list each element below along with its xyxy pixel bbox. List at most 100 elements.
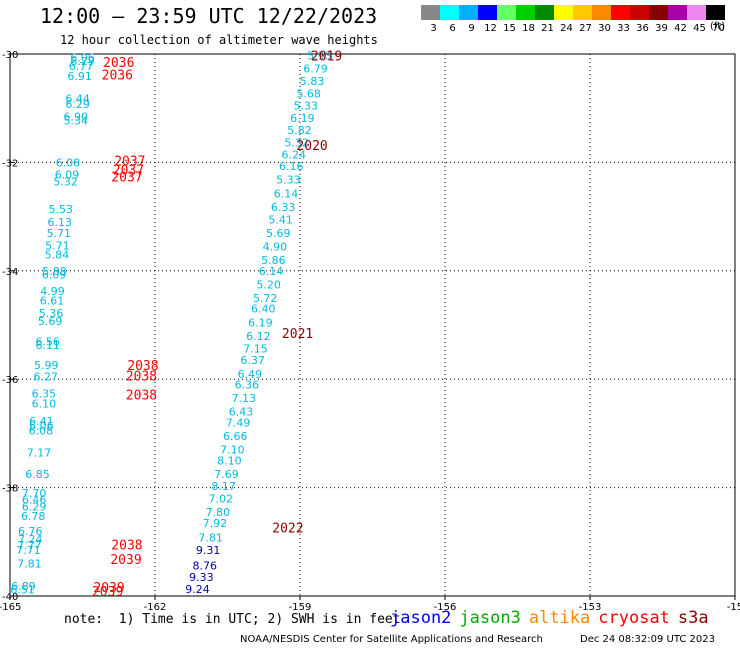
pass-time-label: 2038 (127, 359, 158, 374)
wave-height-point: 6.49 (237, 368, 262, 381)
pass-time-label: 2020 (296, 139, 327, 154)
wave-height-point: 5.33 (276, 174, 301, 187)
wave-height-point: 6.11 (35, 339, 60, 352)
colorbar-swatch (649, 5, 668, 20)
pass-time-label: 2039 (110, 553, 141, 568)
wave-height-point: 6.14 (259, 265, 284, 278)
wave-height-point: 9.31 (196, 544, 221, 557)
y-tick-label: -36 (2, 375, 18, 386)
wave-height-point: 7.71 (16, 544, 41, 557)
wave-height-point: 6.51 (10, 583, 35, 596)
wave-height-point: 6.06 (70, 51, 95, 64)
wave-height-point: 5.83 (300, 75, 325, 88)
wave-height-point: 5.53 (49, 203, 74, 216)
wave-height-point: 7.15 (243, 342, 268, 355)
colorbar-label: 70 (712, 23, 725, 34)
colorbar-swatch (535, 5, 554, 20)
pass-time-label: 2036 (103, 56, 134, 71)
wave-height-point: 5.32 (53, 175, 78, 188)
wave-height-point: 6.16 (279, 160, 304, 173)
y-tick-label: -40 (2, 592, 18, 603)
credit-text: NOAA/NESDIS Center for Satellite Applica… (240, 634, 543, 645)
chart-subtitle: 12 hour collection of altimeter wave hei… (60, 33, 378, 47)
x-tick-label: -15 (727, 602, 740, 610)
colorbar-swatch (592, 5, 611, 20)
pass-time-label: 2039 (93, 581, 124, 596)
wave-height-point: 7.02 (208, 492, 233, 505)
wave-height-point: 6.24 (281, 148, 306, 161)
colorbar-label: 33 (617, 23, 630, 34)
wave-height-point: 5.34 (63, 115, 88, 128)
colorbar-swatch (459, 5, 478, 20)
colorbar-label: 24 (560, 23, 573, 34)
colorbar-label: 21 (541, 23, 554, 34)
wave-height-point: 6.61 (40, 295, 65, 308)
wave-height-point: 5.36 (39, 307, 64, 320)
wave-height-point: 7.13 (232, 392, 257, 405)
wave-height-point: 7.17 (27, 446, 52, 459)
chart-title: 12:00 — 23:59 UTC 12/22/2023 (40, 4, 378, 28)
legend-item-s3a: s3a (677, 608, 709, 628)
wave-height-point: 4.90 (263, 240, 288, 253)
wave-height-point: 6.44 (65, 92, 90, 105)
x-tick-label: -162 (144, 602, 167, 610)
pass-time-label: 2021 (282, 327, 313, 342)
wave-height-point: 5.69 (266, 227, 291, 240)
wave-height-point: 5.93 (307, 50, 332, 63)
wave-height-point: 6.19 (290, 112, 315, 125)
x-tick-label: -156 (434, 602, 457, 610)
wave-height-point: 7.24 (18, 533, 43, 546)
wave-height-point: 6.27 (34, 370, 59, 383)
wave-height-point: 5.68 (296, 88, 321, 101)
colorbar-swatch (687, 5, 706, 20)
pass-time-label: 2038 (111, 539, 142, 554)
wave-height-point: 9.24 (185, 583, 210, 596)
y-tick-label: -30 (2, 50, 18, 61)
wave-height-point: 5.71 (47, 227, 72, 240)
credit-timestamp: Dec 24 08:32:09 UTC 2023 (580, 634, 715, 645)
wave-height-point: 6.46 (22, 494, 47, 507)
wave-height-point: 6.56 (35, 335, 60, 348)
wave-height-point: 5.71 (45, 239, 70, 252)
wave-height-point: 5.86 (261, 254, 286, 267)
pass-time-label: 2037 (114, 154, 145, 169)
wave-height-point: 4.99 (40, 285, 65, 298)
wave-height-point: 6.66 (223, 430, 248, 443)
pass-time-label: 2037 (113, 164, 144, 179)
colorbar-unit: (ft) (710, 21, 726, 32)
pass-time-label: 2038 (126, 369, 157, 384)
pass-time-label: 2022 (272, 521, 303, 536)
wave-height-point: 8.76 (193, 560, 218, 573)
wave-height-point: 6.79 (303, 63, 328, 76)
wave-height-point: 6.89 (11, 580, 36, 593)
wave-height-point: 6.06 (29, 419, 54, 432)
colorbar-label: 6 (449, 23, 455, 34)
wave-height-point: 6.29 (70, 55, 95, 68)
legend-item-altika: altika (528, 608, 591, 628)
wave-height-point: 7.69 (214, 468, 239, 481)
colorbar-swatch (668, 5, 687, 20)
colorbar-swatch (630, 5, 649, 20)
wave-height-point: 6.90 (63, 110, 88, 123)
colorbar-label: 39 (655, 23, 668, 34)
wave-height-point: 6.09 (42, 269, 67, 282)
wave-height-point: 6.29 (65, 98, 90, 111)
colorbar-swatch (573, 5, 592, 20)
pass-time-label: 2039 (92, 585, 123, 600)
wave-height-point: 6.14 (274, 187, 299, 200)
wave-height-point: 6.76 (18, 525, 43, 538)
wave-height-point: 7.81 (17, 557, 42, 570)
wave-height-point: 6.40 (251, 303, 276, 316)
wave-height-point: 7.49 (226, 417, 251, 430)
x-tick-label: -165 (0, 602, 21, 610)
colorbar-label: 45 (693, 23, 706, 34)
colorbar-label: 42 (674, 23, 687, 34)
pass-time-label: 2038 (126, 388, 157, 403)
x-tick-label: -153 (579, 602, 602, 610)
pass-time-label: 2037 (111, 171, 142, 186)
wave-height-point: 5.72 (253, 292, 278, 305)
wave-height-point: 6.19 (248, 316, 273, 329)
x-tick-label: -159 (289, 602, 312, 610)
wave-height-point: 6.37 (240, 354, 265, 367)
wave-height-point: 6.91 (67, 70, 92, 83)
